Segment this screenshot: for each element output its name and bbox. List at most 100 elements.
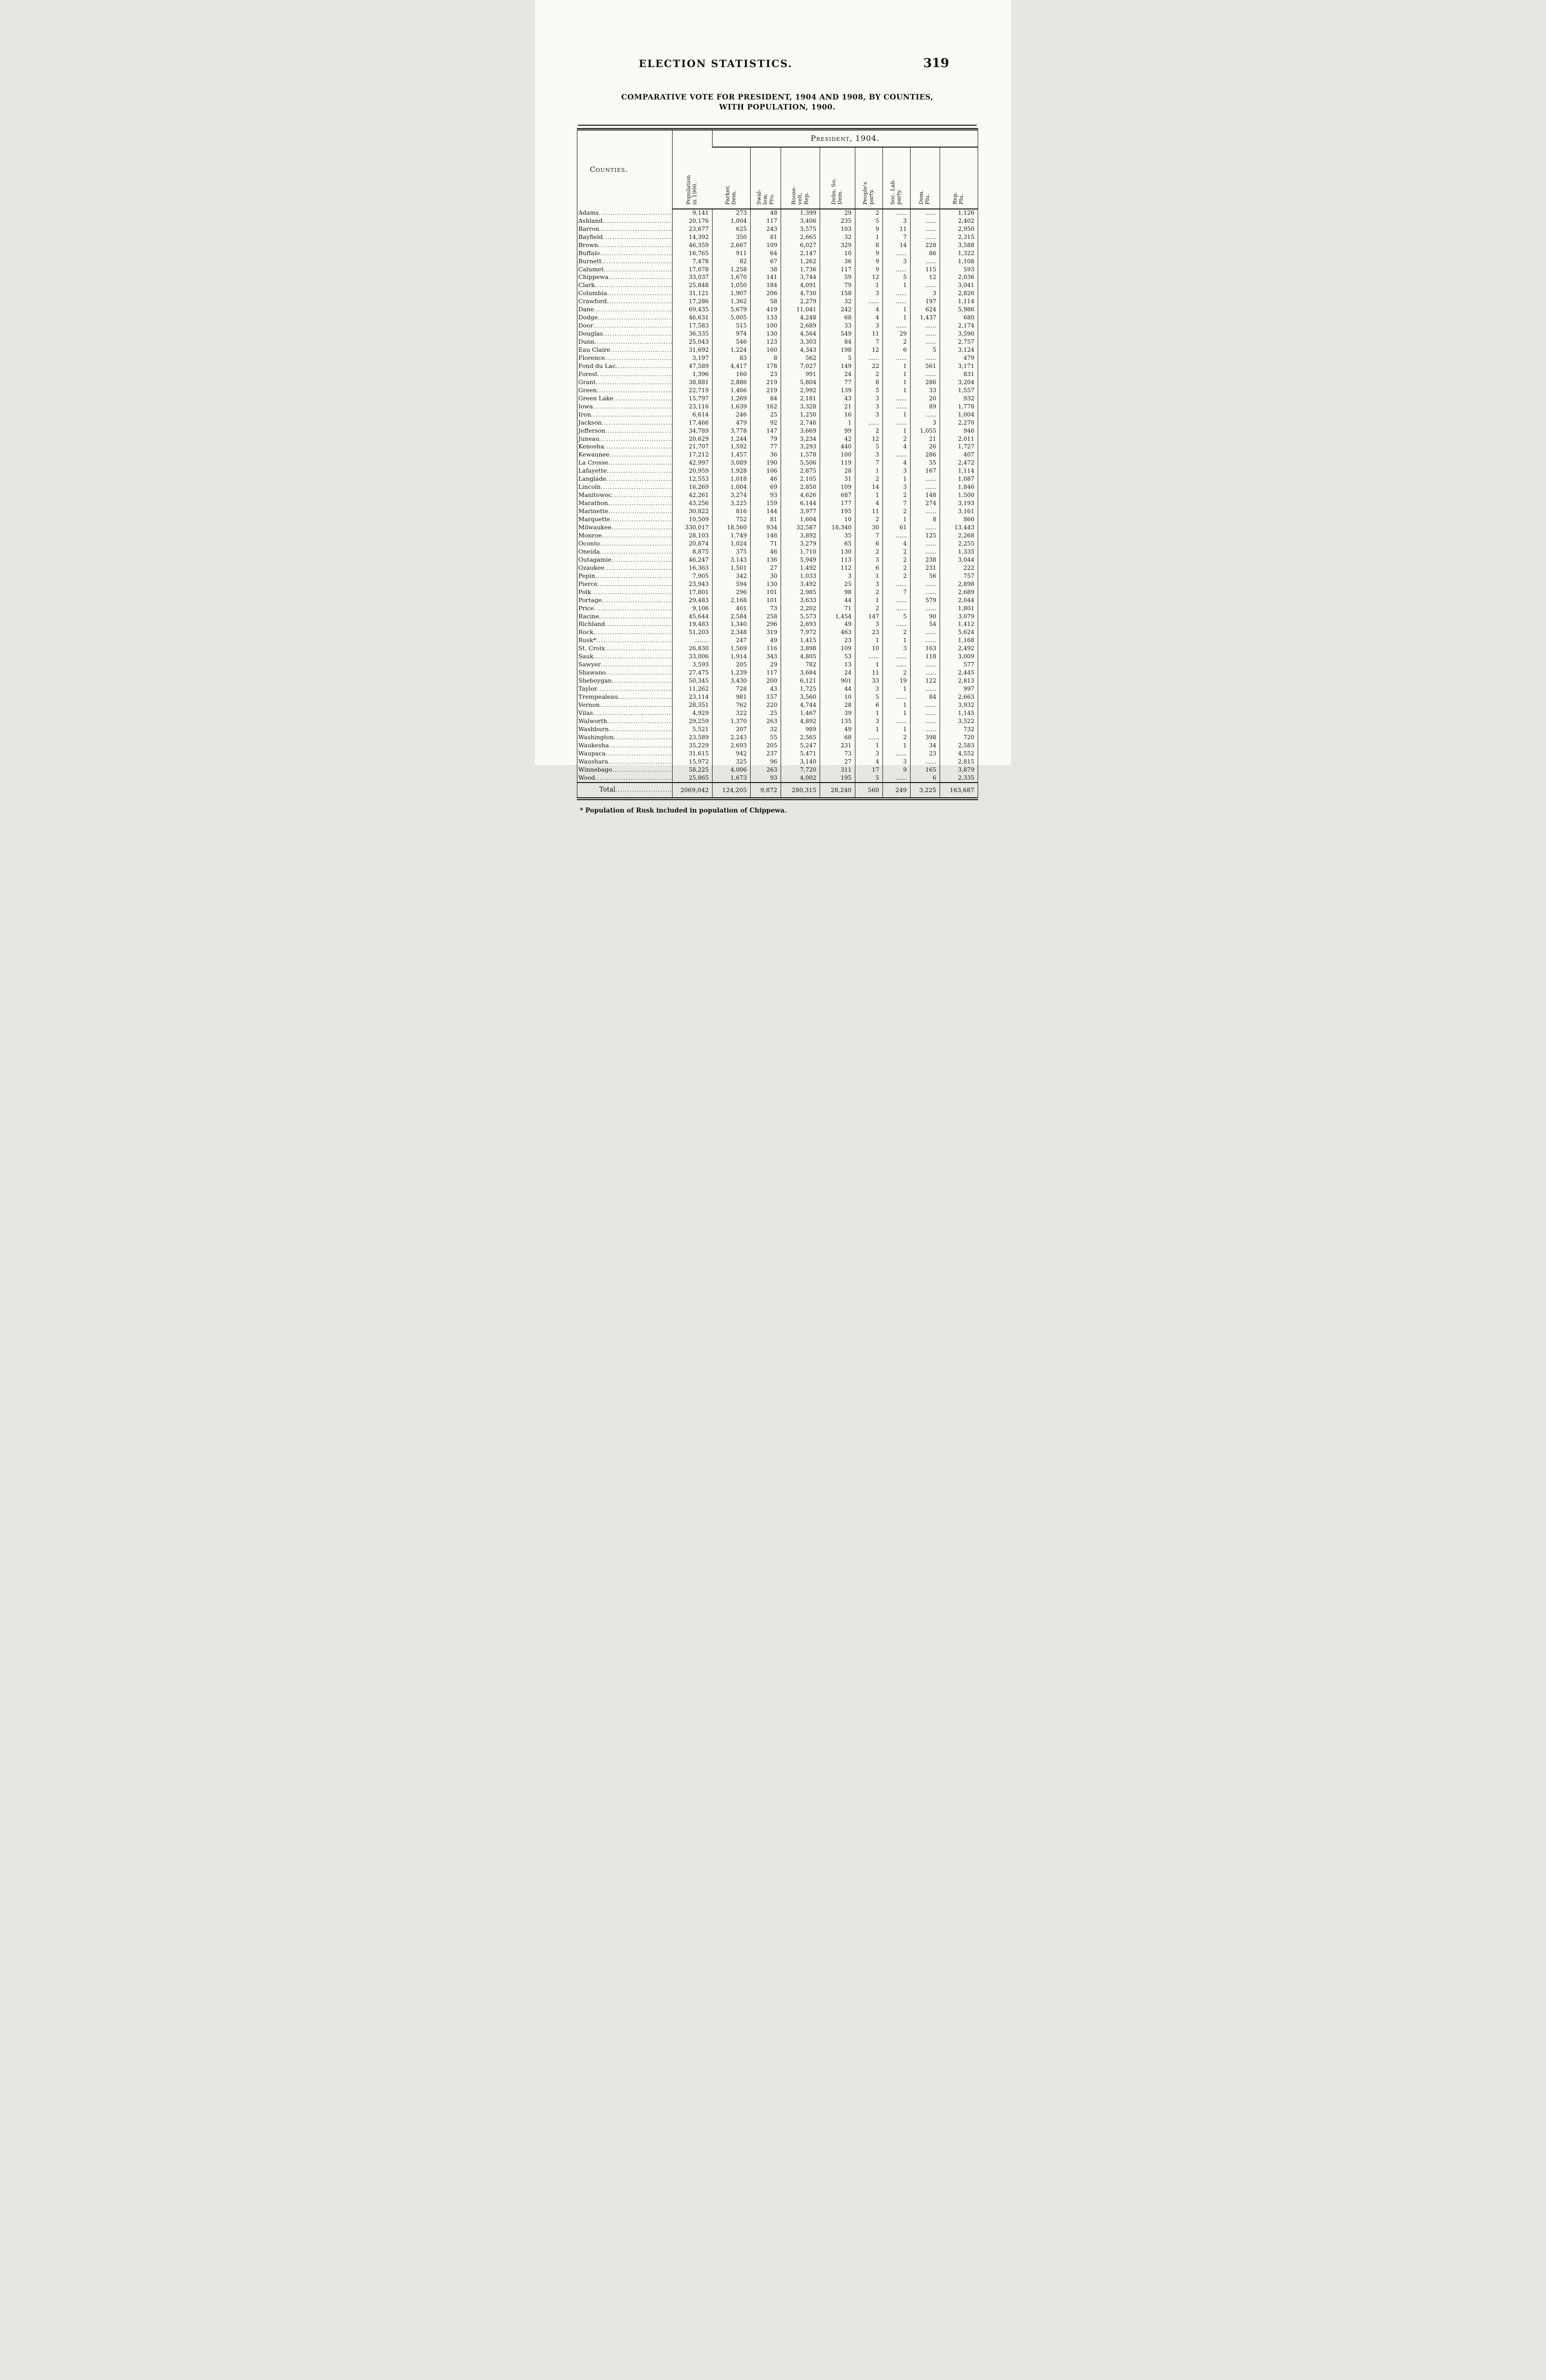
county-name-cell: Eau Claire (577, 346, 673, 354)
cell-rep-plu: 2,270 (940, 418, 978, 427)
cell-rep-plu: 13,443 (940, 524, 978, 532)
county-name-cell: Door (577, 322, 673, 330)
cell-dem-plu: ...... (910, 483, 940, 492)
cell-population: 58,225 (672, 765, 713, 774)
cell-debs-so-dem: 177 (820, 499, 855, 508)
cell-parker-dem: 1,928 (712, 467, 751, 476)
cell-rep-plu: 1,801 (940, 604, 978, 613)
cell-debs-so-dem: 39 (820, 709, 855, 717)
cell-parker-dem: 296 (712, 588, 751, 596)
cell-parker-dem: 83 (712, 354, 751, 362)
cell-soc-lab-party: ...... (882, 265, 911, 274)
cell-peoples-party: 33 (855, 677, 883, 685)
cell-dem-plu: ...... (910, 370, 940, 378)
county-name-cell: Dodge (577, 314, 673, 322)
leader-dots (615, 786, 672, 794)
cell-peoples-party: 9 (855, 257, 883, 266)
cell-parker-dem: 2,667 (712, 241, 751, 249)
cell-swallow-pro: 157 (750, 693, 781, 701)
cell-dem-plu: ...... (910, 661, 940, 669)
leader-dots (601, 661, 672, 669)
cell-parker-dem: 375 (712, 547, 751, 556)
cell-soc-lab-party: 3 (882, 467, 911, 476)
county-name: Ozaukee (578, 564, 605, 571)
cell-swallow-pro: 178 (750, 362, 781, 370)
cell-population: 5,521 (672, 725, 713, 734)
cell-debs-so-dem: 311 (820, 765, 855, 774)
cell-debs-so-dem: 119 (820, 459, 855, 467)
leader-dots (602, 258, 672, 266)
cell-roosevelt-rep: 2,746 (781, 418, 820, 427)
cell-population: 23,114 (672, 693, 713, 701)
cell-soc-lab-party: 2 (882, 547, 911, 556)
cell-peoples-party: 9 (855, 265, 883, 274)
comparative-vote-table: Counties. Population in 1900. President,… (577, 128, 978, 800)
leader-dots (594, 653, 672, 661)
leader-dots (596, 637, 672, 645)
cell-population: 9,106 (672, 604, 713, 613)
cell-population: 51,203 (672, 628, 713, 637)
cell-parker-dem: 2,693 (712, 741, 751, 750)
county-name-cell: Buffalo (577, 249, 673, 258)
cell-peoples-party: 7 (855, 338, 883, 347)
county-name: Fond du Lac (578, 362, 616, 369)
leader-dots (602, 597, 672, 605)
cell-population: 43,256 (672, 499, 713, 508)
cell-debs-so-dem: 16 (820, 410, 855, 419)
cell-population: 34,789 (672, 426, 713, 435)
cell-rep-plu: 3,079 (940, 612, 978, 621)
cell-swallow-pro: 30 (750, 572, 781, 580)
cell-roosevelt-rep: 4,626 (781, 491, 820, 500)
cell-roosevelt-rep: 11,041 (781, 306, 820, 314)
county-name-cell: Winnebago (577, 766, 673, 774)
cell-soc-lab-party: 2 (882, 733, 911, 742)
roosevelt-rep-label: Roose- velt, Rep. (790, 186, 810, 205)
county-name-cell: Green (577, 387, 673, 395)
cell-roosevelt-rep: 3,279 (781, 539, 820, 548)
county-name-cell: Waukesha (577, 742, 673, 750)
cell-parker-dem: 728 (712, 685, 751, 694)
cell-swallow-pro: 205 (750, 741, 781, 750)
cell-peoples-party: ...... (855, 733, 883, 742)
county-name: Winnebago (578, 765, 613, 773)
soc-lab-party-label: Soc. Lab. party. (889, 178, 902, 205)
cell-soc-lab-party: 1 (882, 314, 911, 322)
county-name: Dodge (578, 314, 598, 321)
cell-rep-plu: 2,689 (940, 588, 978, 596)
leader-dots (593, 322, 672, 330)
cell-peoples-party: 12 (855, 273, 883, 282)
cell-debs-so-dem: 242 (820, 306, 855, 314)
cell-parker-dem: 1,024 (712, 539, 751, 548)
cell-peoples-party: 1 (855, 281, 883, 290)
county-name: Pepin (578, 572, 595, 579)
county-name: Kenosha (578, 443, 604, 450)
leader-dots (594, 605, 672, 613)
cell-rep-plu: 997 (940, 685, 978, 694)
leader-dots (597, 387, 672, 395)
total-label-cell: Total (577, 782, 673, 799)
leader-dots (602, 532, 672, 540)
cell-debs-so-dem: 59 (820, 273, 855, 282)
cell-soc-lab-party: ...... (882, 653, 911, 661)
cell-roosevelt-rep: 1,578 (781, 451, 820, 459)
cell-soc-lab-party: 1 (882, 281, 911, 290)
cell-population: 12,553 (672, 475, 713, 484)
cell-roosevelt-rep: 4,805 (781, 653, 820, 661)
cell-peoples-party: 22 (855, 362, 883, 370)
cell-debs-so-dem: 44 (820, 685, 855, 694)
county-name-cell: Marquette (577, 516, 673, 524)
cell-peoples-party: 3 (855, 289, 883, 298)
cell-peoples-party: ...... (855, 653, 883, 661)
cell-rep-plu: 1,322 (940, 249, 978, 258)
county-name: Clark (578, 281, 595, 289)
cell-soc-lab-party: 1 (882, 386, 911, 395)
cell-soc-lab-party: ...... (882, 717, 911, 725)
cell-debs-so-dem: 79 (820, 281, 855, 290)
county-name: Waupaca (578, 749, 606, 757)
